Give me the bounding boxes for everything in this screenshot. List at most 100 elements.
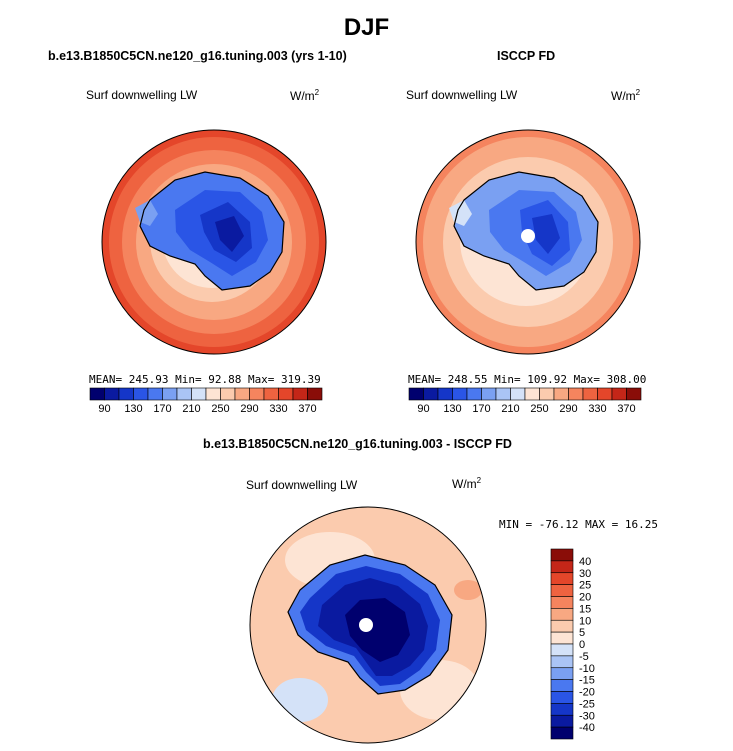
diff-colorbar-tick-label: -40 [579,722,595,734]
panel2-map [416,130,640,354]
diff-pole-hole [359,618,373,632]
diff-colorbar-swatch [550,596,574,609]
panel1-colorbar-swatch [176,387,192,401]
panel2-colorbar-tick-label: 370 [617,403,635,415]
panel1-map [102,130,326,354]
panel1-colorbar-tick-label: 370 [298,403,316,415]
diff-colorbar-tick-label: 40 [579,556,591,568]
panel2-colorbar-swatch [437,387,453,401]
diff-colorbar-swatch [550,726,574,740]
diff-colorbar-swatch [550,714,574,728]
panel2-colorbar-swatch [611,387,627,401]
diff-colorbar-tick-label: -30 [579,710,595,722]
diff-colorbar-tick-label: 30 [579,568,591,580]
diff-colorbar-swatch [550,548,574,562]
diff-colorbar-swatch [550,691,574,704]
panel2-colorbar-swatch [495,387,511,401]
panel2-colorbar-tick-label: 250 [530,403,548,415]
panel2-colorbar-tick-label: 170 [472,403,490,415]
panel2-colorbar-tick-label: 330 [588,403,606,415]
diff-colorbar-tick-label: 15 [579,603,591,615]
diff-colorbar-swatch [550,679,574,692]
panel2-colorbar-swatch [597,387,613,401]
diff-map [250,507,486,743]
panel2-colorbar: 90 130 170 210 250 290 330 370 [408,387,642,415]
panel1-colorbar-tick-label: 290 [240,403,258,415]
panel1-colorbar-tick-label: 250 [211,403,229,415]
diff-colorbar-tick-label: -10 [579,663,595,675]
panel1-colorbar-swatch [263,387,279,401]
panel1-units: W/m2 [290,88,320,103]
panel1-colorbar-swatch [234,387,250,401]
panel2-variable-label: Surf downwelling LW [406,88,518,102]
panel2-colorbar-swatch [408,387,424,401]
panel2-colorbar-swatch [524,387,540,401]
diff-colorbar-swatch [550,619,574,633]
diff-colorbar-swatch [550,572,574,585]
panel1-subtitle: b.e13.B1850C5CN.ne120_g16.tuning.003 (yr… [48,49,347,63]
diff-patch-3 [272,678,328,722]
diff-subtitle: b.e13.B1850C5CN.ne120_g16.tuning.003 - I… [203,437,512,451]
panel1-colorbar-swatch [278,387,294,401]
diff-colorbar-tick-label: -5 [579,651,589,663]
diff-colorbar-tick-label: 10 [579,615,591,627]
panel1-colorbar-swatch [220,387,236,401]
diff-map-border [249,506,487,744]
panel2-units: W/m2 [611,88,641,103]
diff-colorbar-swatch [550,560,574,574]
panel1-colorbar-swatch [118,387,134,401]
panel2-stats: MEAN= 248.55 Min= 109.92 Max= 308.00 [408,373,647,386]
diff-colorbar-tick-label: 5 [579,627,585,639]
panel1-colorbar-swatch [191,387,207,401]
panel1-peninsula [135,200,158,226]
panel1-colorbar-swatch [104,387,120,401]
diff-colorbar-tick-label: 0 [579,639,585,651]
panel1-stats: MEAN= 245.93 Min= 92.88 Max= 319.39 [89,373,321,386]
panel1-colorbar: 90 130 170 210 250 290 330 370 [89,387,323,415]
diff-colorbar-swatch [550,608,574,621]
panel2-subtitle: ISCCP FD [497,49,556,63]
panel1-colorbar-tick-label: 90 [98,403,110,415]
diff-coastline [287,554,453,695]
panel1-colorbar-swatch [133,387,149,401]
diff-patch-4 [454,580,482,600]
panel1-colorbar-swatch [162,387,178,401]
panel2-colorbar-swatch [582,387,598,401]
panel2-colorbar-swatch [539,387,555,401]
diff-colorbar-tick-label: -25 [579,698,595,710]
panel1-colorbar-tick-label: 210 [182,403,200,415]
panel1-colorbar-swatch [205,387,221,401]
diff-colorbar-swatch [550,667,574,680]
panel1-colorbar-swatch [249,387,265,401]
diff-units: W/m2 [452,476,482,491]
diff-colorbar-tick-label: 20 [579,592,591,604]
panel2-colorbar-swatch [423,387,439,401]
diff-colorbar-tick-label: -15 [579,675,595,687]
page-title: DJF [343,14,390,41]
panel1-colorbar-swatch [292,387,308,401]
diff-stats: MIN = -76.12 MAX = 16.25 [499,518,658,531]
diff-colorbar-swatch [550,584,574,597]
panel2-colorbar-swatch [553,387,569,401]
panel2-colorbar-tick-label: 210 [501,403,519,415]
panel2-colorbar-swatch [481,387,497,401]
panel1-center [215,216,244,252]
panel2-colorbar-swatch [510,387,526,401]
panel2-colorbar-swatch [626,387,642,401]
panel2-colorbar-tick-label: 90 [417,403,429,415]
diff-colorbar-swatch [550,631,574,645]
diff-colorbar-tick-label: -20 [579,687,595,699]
panel2-colorbar-swatch [568,387,584,401]
diff-colorbar-swatch [550,703,574,716]
diff-antarctica-core [345,598,410,662]
panel1-colorbar-swatch [89,387,105,401]
panel2-peninsula [449,200,472,226]
panel2-colorbar-tick-label: 130 [443,403,461,415]
panel2-pole-hole [521,229,535,243]
panel1-colorbar-swatch [147,387,163,401]
diff-colorbar-swatch [550,643,574,657]
panel1-colorbar-swatch [307,387,323,401]
panel1-colorbar-tick-label: 330 [269,403,287,415]
